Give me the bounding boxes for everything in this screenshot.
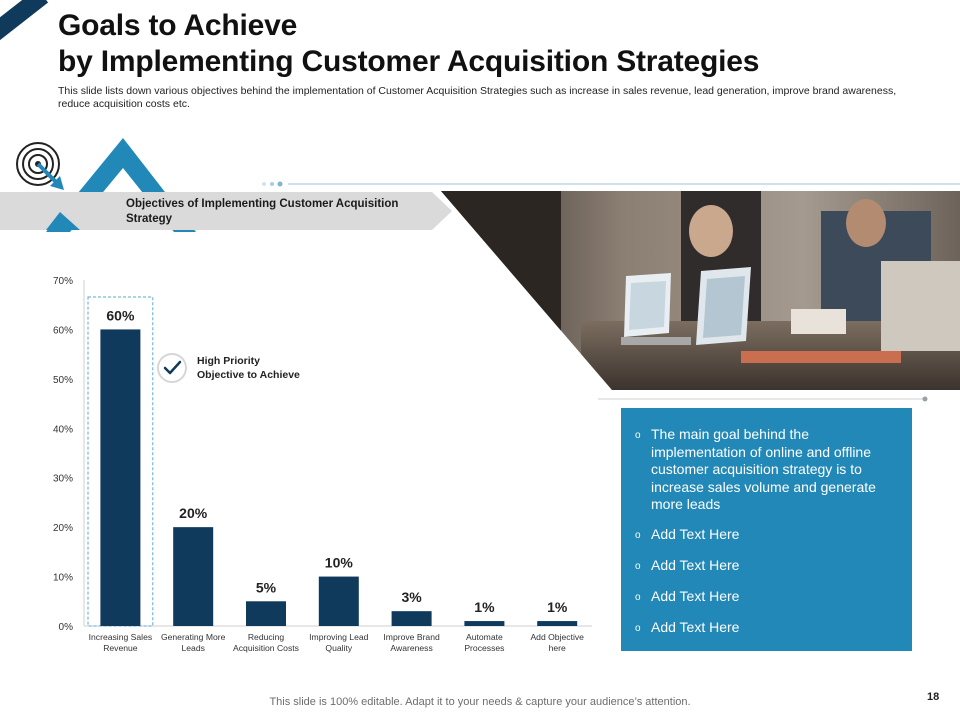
info-item: o Add Text Here [633, 557, 892, 576]
info-item: o The main goal behind the implementatio… [633, 426, 892, 514]
category-label: Increasing Sales [89, 632, 153, 642]
bullet-circle-icon: o [635, 529, 641, 541]
bar [100, 329, 141, 626]
info-item: o Add Text Here [633, 619, 892, 638]
slide-subtitle: This slide lists down various objectives… [58, 85, 897, 110]
info-item-text: Add Text Here [651, 525, 740, 542]
banner-label: Objectives of Implementing Customer Acqu… [126, 198, 399, 225]
checkmark-icon-ring [157, 353, 187, 383]
y-tick-label: 10% [53, 573, 73, 584]
y-tick-label: 40% [53, 424, 73, 435]
info-item-text: Add Text Here [651, 618, 740, 635]
bullet-circle-icon: o [635, 560, 641, 572]
page-number: 18 [927, 691, 940, 703]
bar [246, 601, 286, 626]
category-label: Revenue [103, 643, 138, 653]
category-label: Awareness [390, 643, 432, 653]
category-label: here [549, 643, 566, 653]
category-label: Generating More [161, 632, 226, 642]
info-item: o Add Text Here [633, 588, 892, 607]
meeting-photo [441, 191, 960, 390]
category-label: Processes [464, 643, 504, 653]
y-tick-label: 50% [53, 375, 73, 386]
category-label: Quality [325, 643, 352, 653]
callout-line-1: High Priority [197, 355, 260, 367]
category-label: Leads [181, 643, 204, 653]
data-label: 20% [179, 505, 208, 521]
bar [537, 621, 578, 626]
y-tick-label: 0% [59, 622, 74, 633]
info-item-text: The main goal behind the implementation … [651, 426, 876, 512]
bar [318, 576, 359, 626]
y-tick-label: 70% [53, 276, 73, 287]
footer-note: This slide is 100% editable. Adapt it to… [269, 696, 691, 708]
bar [391, 611, 432, 626]
info-item-text: Add Text Here [651, 556, 740, 573]
corner-decoration [0, 0, 49, 46]
info-panel: o The main goal behind the implementatio… [621, 408, 912, 651]
y-tick-label: 60% [53, 325, 73, 336]
objectives-bar-chart: 0% 10% 20% 30% 40% 50% 60% 70% 60% Increasing Sal… [53, 276, 592, 653]
target-arrow-icon [16, 142, 64, 190]
bullet-circle-icon: o [635, 591, 641, 603]
category-label: Improving Lead [309, 632, 368, 642]
photo-divider-line [598, 396, 928, 402]
data-label: 3% [401, 589, 422, 605]
category-label: Acquisition Costs [233, 643, 299, 653]
data-label: 5% [256, 579, 277, 595]
y-tick-label: 20% [53, 523, 73, 534]
y-tick-label: 30% [53, 474, 73, 485]
title-line-1: Goals to Achieve [58, 9, 298, 42]
bullet-circle-icon: o [635, 430, 641, 441]
objectives-banner [0, 192, 452, 230]
bar [173, 527, 214, 626]
connector-line [262, 181, 960, 187]
data-label: 1% [547, 599, 568, 615]
bar [464, 621, 505, 626]
data-label: 10% [325, 555, 354, 571]
info-item: o Add Text Here [633, 526, 892, 545]
info-item-text: Add Text Here [651, 587, 740, 604]
data-label: 60% [106, 307, 135, 323]
category-label: Automate [466, 632, 503, 642]
category-label: Add Objective [530, 632, 584, 642]
slide-title: Goals to Achieve by Implementing Custome… [58, 8, 759, 80]
checkmark-icon [163, 360, 182, 375]
category-label: Improve Brand [383, 632, 440, 642]
bullet-circle-icon: o [635, 622, 641, 634]
data-label: 1% [474, 599, 495, 615]
category-label: Reducing [248, 632, 285, 642]
title-line-2: by Implementing Customer Acquisition Str… [58, 45, 760, 78]
callout-line-2: Objective to Achieve [197, 369, 300, 381]
